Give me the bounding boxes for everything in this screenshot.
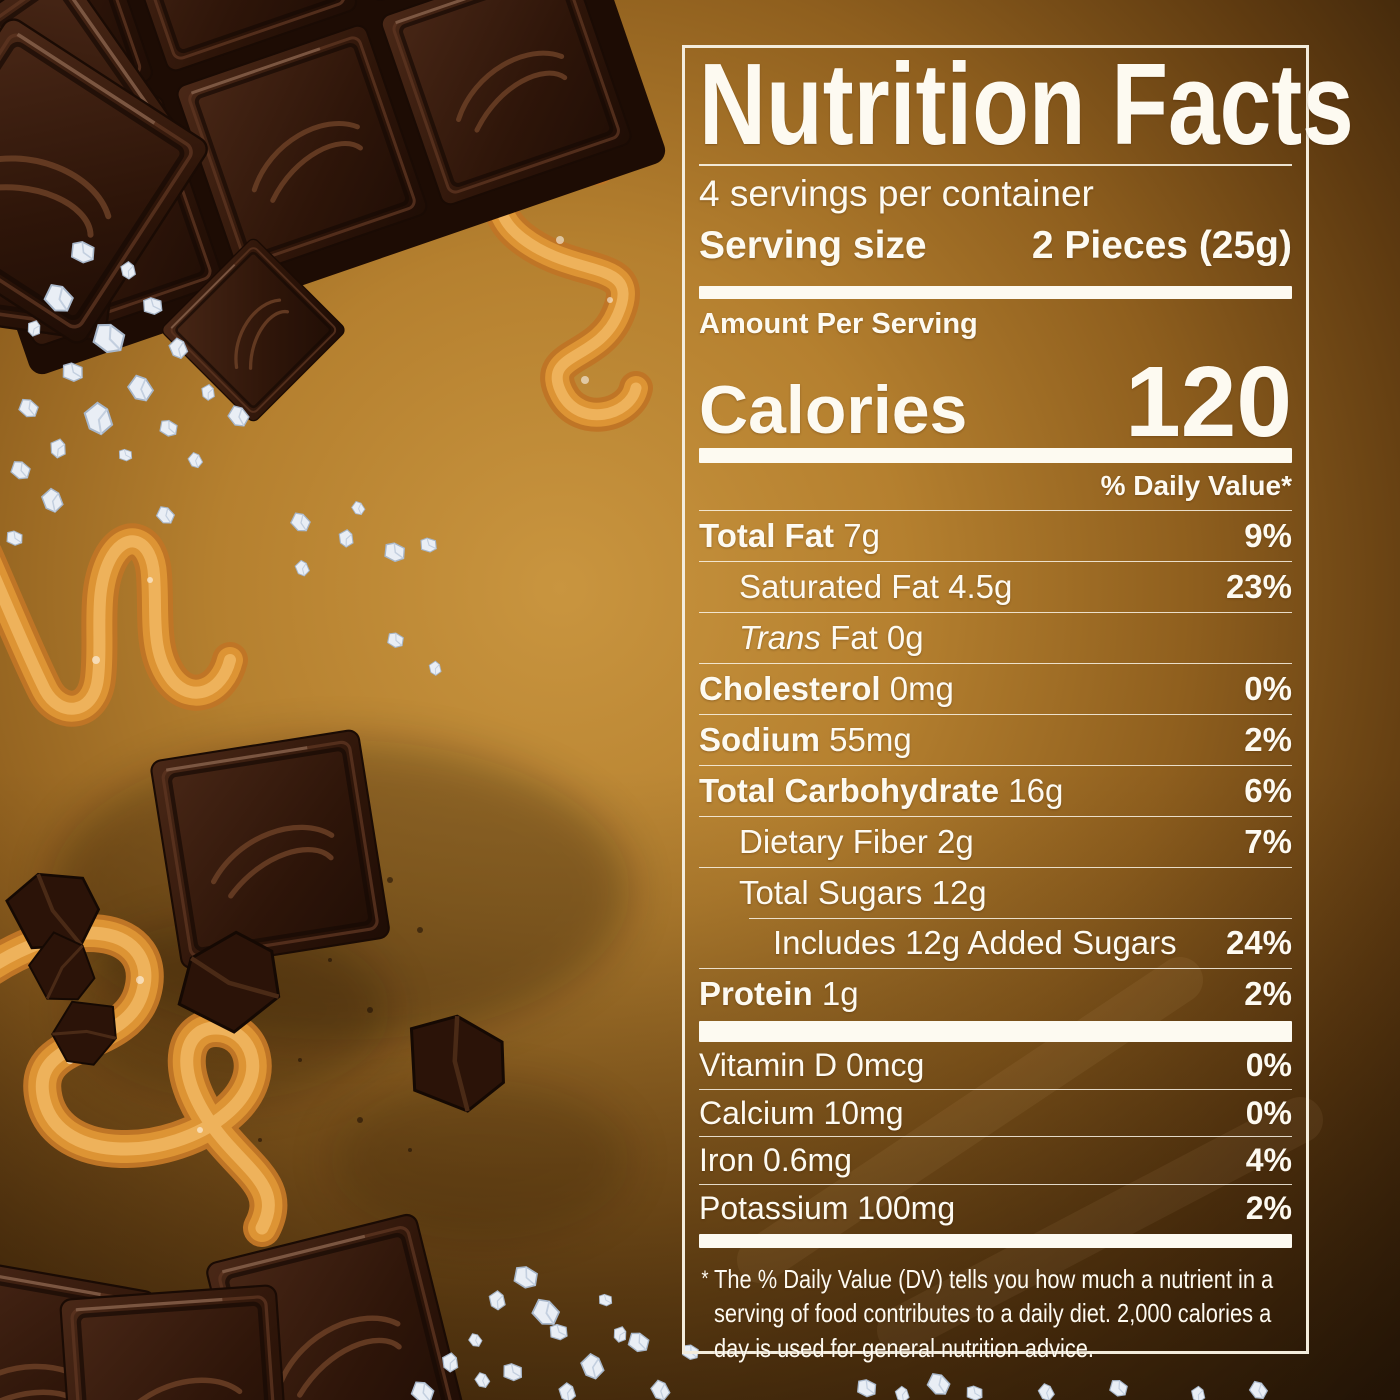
vitamin-rows: Vitamin D 0mcg 0% Calcium 10mg 0% Iron 0.6mg… (699, 1042, 1292, 1232)
calories-label: Calories (699, 371, 968, 448)
thick-divider (699, 285, 1292, 299)
calories-value: 120 (1125, 346, 1292, 459)
nutrient-row: Vitamin D 0mcg 0% (699, 1046, 1292, 1083)
serving-size-label: Serving size (699, 223, 927, 267)
daily-value-footnote: * The % Daily Value (DV) tells you how mu… (701, 1264, 1274, 1363)
nutrition-facts-label: Nutrition Facts 4 servings per container… (682, 39, 1354, 1363)
nutrient-row: Total Carbohydrate 16g 6% (699, 765, 1292, 816)
servings-per-container: 4 servings per container (699, 173, 1094, 214)
serving-size-value: 2 Pieces (25g) (1031, 223, 1292, 267)
nutrient-row: Protein 1g 2% (699, 967, 1292, 1019)
daily-value-header: % Daily Value* (699, 471, 1292, 512)
nutrient-row: Sodium 55mg 2% (699, 714, 1292, 765)
nutrient-row: Calcium 10mg 0% (699, 1088, 1292, 1137)
nutrient-row: Trans Fat 0g (699, 612, 1292, 663)
caramel-drizzle (0, 145, 653, 1247)
calories-row: Calories 120 (699, 342, 1292, 459)
nutrient-row: Iron 0.6mg 4% (699, 1136, 1292, 1184)
nutrient-row: Saturated Fat 4.5g 23% (699, 561, 1292, 612)
nutrient-row: Dietary Fiber 2g 7% (699, 815, 1292, 867)
label-title: Nutrition Facts (699, 39, 1354, 169)
nutrient-row: Total Fat 7g 9% (699, 517, 1292, 555)
nutrient-row: Potassium 100mg 2% (699, 1184, 1292, 1232)
thick-divider (699, 1020, 1292, 1042)
thick-divider (699, 1234, 1292, 1249)
nutrient-row: Total Sugars 12g (699, 866, 1292, 918)
serving-size-row: Serving size 2 Pieces (25g) (699, 223, 1292, 268)
footnote-asterisk: * (701, 1266, 709, 1292)
thick-divider (699, 448, 1292, 464)
nutrient-rows: Total Fat 7g 9% Saturated Fat 4.5g 23% Trans… (699, 511, 1292, 1019)
nutrient-row: Cholesterol 0mg 0% (699, 663, 1292, 714)
title-divider (699, 164, 1292, 166)
amount-per-serving: Amount Per Serving (699, 307, 978, 340)
nutrient-row: Includes 12g Added Sugars 24% (699, 917, 1292, 968)
chocolate-bar (0, 0, 666, 375)
